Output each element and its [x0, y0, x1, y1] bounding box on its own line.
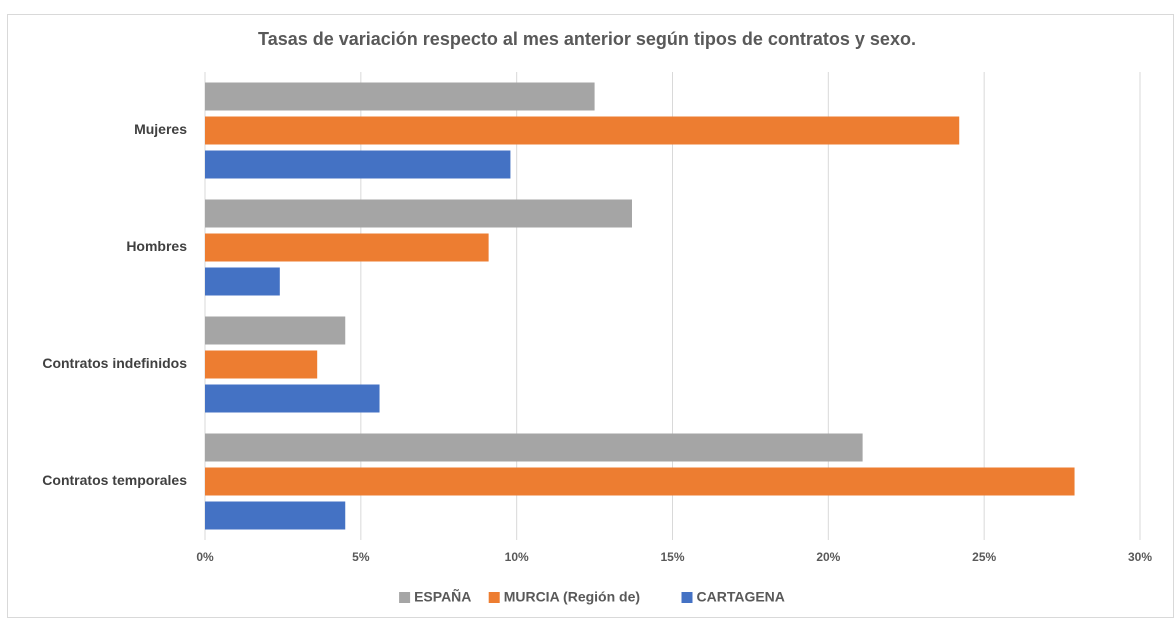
chart-border	[7, 14, 1174, 618]
bar	[205, 350, 318, 379]
legend-swatch	[681, 592, 693, 603]
bar	[205, 433, 863, 462]
bar	[205, 116, 960, 145]
legend-label: CARTAGENA	[697, 589, 785, 605]
bar	[205, 501, 346, 530]
x-tick-label: 10%	[505, 550, 529, 564]
chart-title: Tasas de variación respecto al mes anter…	[258, 29, 916, 49]
y-tick-label: Mujeres	[134, 121, 187, 137]
x-tick-label: 20%	[816, 550, 840, 564]
x-tick-label: 5%	[352, 550, 370, 564]
legend-label: ESPAÑA	[414, 588, 471, 605]
bar	[205, 384, 380, 413]
bar	[205, 267, 280, 296]
legend-label: MURCIA (Región de)	[504, 589, 640, 605]
x-tick-label: 25%	[972, 550, 996, 564]
bar	[205, 82, 595, 111]
x-tick-label: 30%	[1128, 550, 1152, 564]
bar	[205, 199, 632, 228]
legend-swatch	[488, 592, 500, 603]
bar	[205, 233, 489, 262]
y-tick-label: Hombres	[126, 238, 187, 254]
bar	[205, 150, 511, 179]
x-tick-label: 0%	[196, 550, 214, 564]
bar	[205, 316, 346, 345]
bar	[205, 467, 1075, 496]
y-tick-label: Contratos temporales	[42, 472, 187, 488]
x-tick-label: 15%	[660, 550, 684, 564]
y-tick-label: Contratos indefinidos	[42, 355, 187, 371]
legend-swatch	[399, 592, 411, 603]
